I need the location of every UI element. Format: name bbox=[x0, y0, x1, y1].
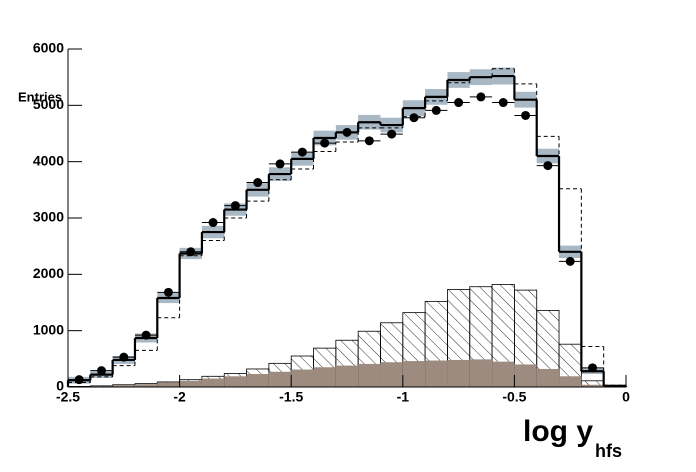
x-tick-label: -2 bbox=[173, 389, 186, 405]
x-tick-label: 0 bbox=[622, 389, 630, 405]
y-tick-label: 6000 bbox=[33, 40, 64, 56]
data-point bbox=[119, 352, 129, 362]
filled-bar bbox=[536, 368, 560, 387]
data-point bbox=[342, 127, 352, 137]
data-point bbox=[431, 105, 441, 115]
filled-bar bbox=[447, 359, 470, 387]
filled-bar bbox=[425, 360, 448, 387]
data-point bbox=[275, 159, 285, 169]
filled-bar bbox=[514, 364, 537, 387]
filled-bar bbox=[291, 369, 314, 387]
data-point bbox=[186, 247, 196, 257]
filled-bar bbox=[224, 376, 247, 387]
y-tick-label: 5000 bbox=[33, 96, 64, 112]
filled-bar bbox=[335, 365, 359, 387]
filled-bar bbox=[134, 384, 158, 387]
y-tick-label: 4000 bbox=[33, 152, 64, 168]
x-tick-label: -0.5 bbox=[502, 389, 526, 405]
data-point bbox=[74, 375, 84, 385]
x-tick-label: -1 bbox=[397, 389, 410, 405]
filled-bar bbox=[380, 362, 403, 387]
y-tick-label: 0 bbox=[56, 378, 64, 394]
y-axis-label: Entries bbox=[18, 89, 62, 104]
filled-bar bbox=[492, 361, 515, 387]
filled-bar bbox=[112, 385, 135, 387]
filled-bar bbox=[581, 384, 604, 387]
data-point bbox=[163, 287, 173, 297]
data-point bbox=[230, 201, 240, 211]
filled-bar bbox=[246, 374, 269, 387]
filled-bar bbox=[179, 380, 202, 387]
filled-bar bbox=[402, 361, 426, 387]
y-tick-label: 2000 bbox=[33, 265, 64, 281]
y-tick-label: 3000 bbox=[33, 209, 64, 225]
filled-bar bbox=[201, 378, 225, 387]
filled-bar bbox=[313, 367, 336, 387]
filled-bar bbox=[469, 359, 493, 387]
x-axis-label: log y bbox=[523, 415, 593, 448]
filled-bar bbox=[358, 363, 381, 387]
x-tick-label: -2.5 bbox=[56, 389, 80, 405]
data-point bbox=[253, 178, 263, 188]
data-point bbox=[409, 113, 419, 123]
data-point bbox=[96, 366, 106, 376]
data-point bbox=[454, 98, 464, 108]
data-point bbox=[543, 161, 553, 171]
filled-bar bbox=[157, 382, 180, 387]
filled-bar bbox=[268, 371, 292, 387]
data-point bbox=[364, 136, 374, 146]
filled-bar bbox=[559, 376, 582, 387]
data-point bbox=[387, 129, 397, 139]
data-point bbox=[208, 218, 218, 228]
data-point bbox=[498, 98, 508, 108]
x-tick-label: -1.5 bbox=[279, 389, 303, 405]
data-point bbox=[476, 92, 486, 102]
data-point bbox=[565, 256, 575, 266]
data-point bbox=[141, 330, 151, 340]
data-point bbox=[320, 138, 330, 148]
data-point bbox=[521, 110, 531, 120]
data-point bbox=[297, 147, 307, 157]
data-point bbox=[588, 363, 598, 373]
y-tick-label: 1000 bbox=[33, 321, 64, 337]
x-axis-label-subscript: hfs bbox=[595, 441, 622, 461]
